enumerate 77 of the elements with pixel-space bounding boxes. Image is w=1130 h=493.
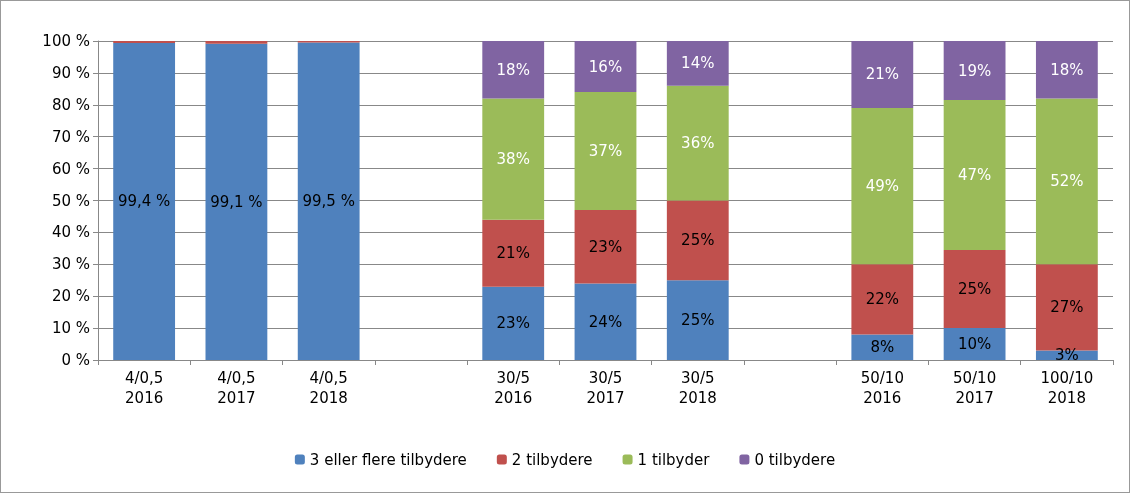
bar xyxy=(205,43,268,360)
data-label: 25% xyxy=(681,311,715,330)
legend-label: 2 tilbydere xyxy=(511,450,593,469)
bar xyxy=(943,328,1006,360)
data-label: 99,4 % xyxy=(117,192,171,211)
data-label: 18% xyxy=(1050,60,1084,79)
data-label: 3% xyxy=(1054,346,1079,365)
bar xyxy=(943,100,1006,250)
bar xyxy=(666,85,729,201)
data-label: 25% xyxy=(681,231,715,250)
bar xyxy=(574,210,637,284)
y-tick-label: 70 % xyxy=(51,127,90,146)
data-label: 36% xyxy=(681,134,715,153)
x-tick-label: 30/5 2017 xyxy=(586,369,625,407)
data-label: 49% xyxy=(865,177,899,196)
bar xyxy=(1035,41,1098,99)
bar xyxy=(943,41,1006,101)
bar xyxy=(943,249,1006,329)
x-tick-label: 4/0,5 2016 xyxy=(124,369,164,407)
data-label: 47% xyxy=(957,165,992,184)
data-label: 27% xyxy=(1050,298,1084,317)
x-tick-label: 4/0,5 2018 xyxy=(309,369,348,407)
data-label: 22% xyxy=(865,290,899,309)
data-label: 19% xyxy=(957,61,992,80)
data-label: 99,5 % xyxy=(302,192,355,211)
bar xyxy=(482,98,545,220)
bar xyxy=(666,200,729,281)
y-tick-label: 20 % xyxy=(51,287,90,306)
data-label: 99,1 % xyxy=(210,192,263,211)
data-label: 10% xyxy=(957,335,992,354)
bar xyxy=(574,283,637,360)
data-label: 25% xyxy=(957,280,992,299)
data-label: 18% xyxy=(496,60,530,79)
y-tick-label: 50 % xyxy=(51,191,90,210)
y-tick-label: 80 % xyxy=(51,95,90,114)
data-label: 8% xyxy=(870,338,895,357)
bar xyxy=(666,41,729,86)
data-label: 52% xyxy=(1050,172,1084,191)
legend-label: 3 eller flere tilbydere xyxy=(309,450,467,469)
x-tick-label: 30/5 2018 xyxy=(678,369,717,407)
x-tick-label: 100/10 2018 xyxy=(1040,369,1094,407)
bar xyxy=(574,41,637,93)
bar xyxy=(851,264,914,335)
bar xyxy=(113,42,176,360)
y-tick-label: 30 % xyxy=(51,255,90,274)
x-tick-label: 50/10 2016 xyxy=(860,369,904,407)
data-label: 23% xyxy=(496,314,530,333)
bar xyxy=(297,42,360,360)
bar xyxy=(574,92,637,211)
y-tick-label: 40 % xyxy=(51,223,90,242)
bar xyxy=(205,41,268,44)
legend-label: 1 tilbyder xyxy=(637,450,711,469)
y-tick-label: 90 % xyxy=(51,63,90,82)
x-tick-label: 50/10 2017 xyxy=(952,369,997,407)
data-label: 23% xyxy=(588,237,623,256)
data-label: 14% xyxy=(681,54,715,73)
bar xyxy=(851,41,914,108)
y-tick-label: 60 % xyxy=(51,159,90,178)
y-tick-label: 100 % xyxy=(42,32,90,50)
bar xyxy=(666,280,729,360)
bar xyxy=(482,286,545,360)
data-label: 21% xyxy=(865,65,899,84)
bar xyxy=(851,334,914,360)
data-label: 24% xyxy=(588,312,623,331)
y-tick-label: 0 % xyxy=(61,351,90,369)
bar xyxy=(482,219,545,287)
y-tick-label: 10 % xyxy=(51,319,90,338)
bar xyxy=(482,41,545,99)
x-tick-label: 30/5 2016 xyxy=(494,369,533,407)
legend-label: 0 tilbydere xyxy=(754,450,836,469)
bar xyxy=(1035,98,1098,265)
data-label: 37% xyxy=(588,142,623,161)
data-label: 16% xyxy=(588,57,623,76)
bar xyxy=(851,107,914,265)
data-label: 21% xyxy=(496,244,530,263)
data-label: 38% xyxy=(496,150,530,169)
x-tick-label: 4/0,5 2017 xyxy=(217,369,256,407)
